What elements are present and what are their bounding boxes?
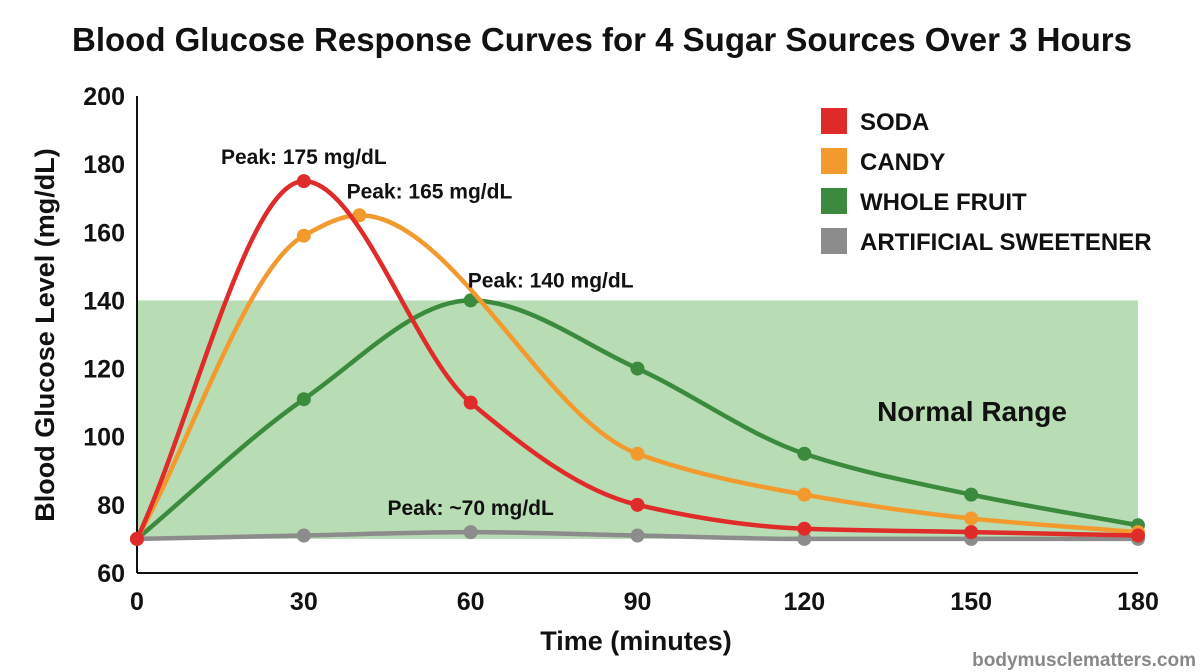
data-point-soda (463, 395, 478, 410)
axes-layer: 60 80 100 120 140 160 180 200 0 30 60 90 120 150 180 (83, 83, 1159, 616)
series-layer (130, 174, 1145, 546)
data-point-soda (1131, 528, 1145, 543)
data-point-whole-fruit (630, 361, 645, 376)
legend-swatch (821, 188, 847, 214)
series-line-soda (134, 178, 1141, 542)
x-tick-label: 0 (130, 588, 144, 616)
legend-label: ARTIFICIAL SWEETENER (860, 229, 1152, 256)
data-point-soda (296, 174, 311, 189)
data-point-candy (630, 446, 645, 461)
data-point-whole-fruit (964, 487, 979, 502)
x-tick-label: 60 (457, 588, 485, 616)
data-point-whole-fruit (797, 446, 812, 461)
data-point-candy (352, 208, 367, 223)
data-point-soda (130, 531, 144, 546)
peak-annotation: Peak: 175 mg/dL (221, 146, 387, 169)
data-point-artificial-sweetener (630, 528, 645, 543)
legend: SODA CANDY WHOLE FRUIT ARTIFICIAL SWEETENER (821, 108, 1152, 256)
peak-annotation: Peak: 140 mg/dL (468, 269, 634, 292)
annotation-layer: Peak: 175 mg/dL Peak: 165 mg/dL Peak: 140 … (221, 146, 634, 520)
x-tick-label: 90 (624, 588, 652, 616)
y-axis-label: Blood Glucose Level (mg/dL) (30, 148, 60, 522)
data-point-artificial-sweetener (296, 528, 311, 543)
x-tick-label: 120 (783, 588, 825, 616)
series-soda (130, 174, 1145, 546)
y-tick-label: 120 (83, 356, 125, 384)
x-tick-label: 30 (290, 588, 318, 616)
legend-label: CANDY (860, 149, 945, 176)
normal-range-label: Normal Range (877, 396, 1067, 427)
y-tick-label: 180 (83, 151, 125, 179)
data-point-whole-fruit (463, 293, 478, 308)
x-tick-label: 180 (1117, 588, 1159, 616)
y-tick-label: 140 (83, 287, 125, 315)
legend-swatch (821, 108, 847, 134)
chart-title: Blood Glucose Response Curves for 4 Suga… (72, 21, 1132, 58)
data-point-soda (797, 521, 812, 536)
legend-swatch (821, 228, 847, 254)
data-point-artificial-sweetener (797, 531, 812, 546)
data-point-soda (964, 525, 979, 540)
y-tick-label: 100 (83, 424, 125, 452)
x-axis-label: Time (minutes) (540, 626, 732, 656)
data-point-candy (797, 487, 812, 502)
y-tick-label: 160 (83, 219, 125, 247)
legend-swatch (821, 148, 847, 174)
y-tick-label: 80 (97, 492, 125, 520)
credit-watermark: bodymusclematters.com (972, 650, 1196, 671)
y-tick-label: 200 (83, 83, 125, 111)
legend-label: SODA (860, 109, 929, 136)
data-point-whole-fruit (296, 392, 311, 407)
peak-annotation: Peak: 165 mg/dL (347, 180, 513, 203)
y-tick-label: 60 (97, 560, 125, 588)
peak-annotation: Peak: ~70 mg/dL (388, 497, 554, 520)
data-point-soda (630, 497, 645, 512)
data-point-candy (296, 228, 311, 243)
legend-label: WHOLE FRUIT (860, 189, 1027, 216)
data-point-artificial-sweetener (463, 525, 478, 540)
series-line-candy (134, 212, 1141, 542)
data-point-candy (964, 511, 979, 526)
x-tick-label: 150 (950, 588, 992, 616)
